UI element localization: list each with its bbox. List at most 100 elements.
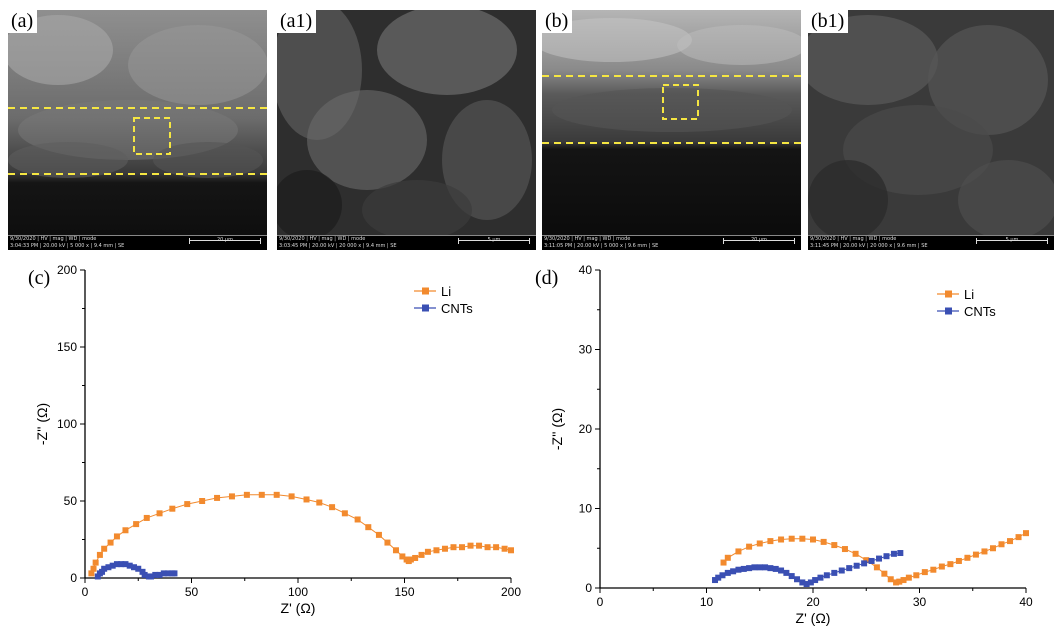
- data-point-cnts: [113, 561, 120, 568]
- y-tick-label: 100: [57, 417, 77, 431]
- data-point-li: [441, 545, 448, 552]
- panel-label: (a1): [277, 10, 317, 33]
- scale-label: 5 μm: [487, 237, 501, 243]
- data-point-cnts: [897, 550, 904, 557]
- y-tick-label: 150: [57, 340, 77, 354]
- sem-panel-b: (b) 9/30/2020 | HV | mag | WD | mode 3:1…: [542, 10, 801, 250]
- panel-label: (a): [8, 10, 38, 33]
- data-point-cnts: [838, 567, 845, 574]
- sem-databar: 9/30/2020 | HV | mag | WD | mode 3:04:33…: [8, 235, 267, 250]
- chart-d-svg: (d) 0 10 20 30 40 0 10 20 30 40 Z' (Ω) -Z'' (Ω) Li CNT…: [535, 263, 1033, 626]
- data-point-li: [905, 574, 912, 581]
- data-point-li: [863, 557, 870, 564]
- x-tick-label: 100: [288, 585, 308, 599]
- sem-panel-a1: (a1) 9/30/2020 | HV | mag | WD | mode 3:…: [277, 10, 536, 250]
- y-tick-label: 0: [585, 581, 592, 595]
- data-point-li: [893, 579, 900, 586]
- data-point-cnts: [807, 579, 814, 586]
- data-point-li: [450, 544, 457, 551]
- scale-bar: 5 μm: [458, 237, 530, 244]
- y-tick-label: 30: [579, 343, 593, 357]
- data-point-cnts: [122, 561, 129, 568]
- data-point-cnts: [788, 573, 795, 580]
- scale-bar: 20 μm: [189, 237, 261, 244]
- sem-image-a1: [277, 10, 536, 250]
- legend-label: Li: [964, 287, 974, 302]
- panel-label: (b): [542, 10, 573, 33]
- data-point-li: [92, 559, 99, 566]
- databar-line1: 9/30/2020 | HV | mag | WD | mode: [279, 236, 366, 242]
- databar-line1: 9/30/2020 | HV | mag | WD | mode: [10, 236, 97, 242]
- data-point-cnts: [803, 581, 810, 588]
- data-point-cnts: [783, 569, 790, 576]
- data-point-li: [433, 547, 440, 554]
- databar-line2: 3:11:05 PM | 20.00 kV | 5 000 x | 9.6 mm…: [544, 243, 659, 249]
- data-point-li: [955, 557, 962, 564]
- data-point-li: [998, 541, 1005, 548]
- data-point-cnts: [812, 577, 819, 584]
- data-point-cnts: [160, 570, 167, 577]
- databar-line1: 9/30/2020 | HV | mag | WD | mode: [810, 236, 897, 242]
- data-point-li: [947, 561, 954, 568]
- data-point-cnts: [794, 576, 801, 583]
- zoom-box: [133, 117, 171, 155]
- data-point-li: [418, 551, 425, 558]
- data-point-cnts: [135, 565, 142, 572]
- data-point-li: [788, 535, 795, 542]
- data-point-li: [143, 514, 150, 521]
- data-point-li: [841, 546, 848, 553]
- data-point-li: [989, 545, 996, 552]
- x-tick-label: 150: [394, 585, 414, 599]
- data-point-li: [921, 569, 928, 576]
- data-point-li: [1023, 530, 1029, 537]
- data-point-cnts: [853, 562, 860, 569]
- data-point-li: [169, 505, 176, 512]
- data-point-li: [133, 521, 140, 528]
- panel-label: (b1): [808, 10, 849, 33]
- data-point-li: [493, 544, 500, 551]
- data-point-cnts: [126, 562, 133, 569]
- impedance-chart-d: (d) 0 10 20 30 40 0 10 20 30 40 Z' (Ω) -Z'' (Ω) Li CNT…: [527, 258, 1054, 631]
- x-tick-label: 10: [700, 595, 714, 609]
- y-axis-label: -Z'' (Ω): [549, 408, 565, 450]
- legend-marker: [422, 287, 429, 295]
- data-point-cnts: [715, 574, 722, 581]
- series-line-li: [90, 494, 512, 574]
- data-point-li: [384, 539, 391, 546]
- data-point-li: [767, 538, 774, 545]
- x-tick-label: 200: [501, 585, 521, 599]
- data-point-li: [412, 554, 419, 561]
- data-point-li: [101, 545, 108, 552]
- data-point-li: [746, 543, 753, 550]
- data-point-li: [107, 539, 114, 546]
- impedance-chart-c: (c) 0 50 100 150 200 0 50 100 150 200 Z' (Ω) -Z'' (Ω…: [0, 258, 527, 631]
- data-point-cnts: [799, 579, 806, 586]
- y-tick-label: 40: [579, 263, 593, 277]
- data-point-cnts: [831, 569, 838, 576]
- data-point-li: [501, 545, 508, 552]
- data-point-cnts: [756, 564, 763, 571]
- data-point-li: [972, 551, 979, 558]
- data-point-li: [964, 554, 971, 561]
- data-point-li: [852, 550, 859, 557]
- data-point-li: [735, 548, 742, 555]
- x-tick-label: 0: [82, 585, 89, 599]
- data-point-cnts: [171, 570, 178, 577]
- data-point-li: [122, 527, 129, 534]
- data-point-li: [930, 566, 937, 573]
- data-point-cnts: [735, 566, 742, 573]
- data-point-li: [243, 491, 250, 498]
- data-point-cnts: [876, 555, 883, 562]
- data-point-li: [156, 510, 163, 517]
- y-tick-label: 10: [579, 502, 593, 516]
- data-point-li: [113, 533, 120, 540]
- data-point-cnts: [823, 572, 830, 579]
- sem-image-a: [8, 10, 267, 250]
- data-point-cnts: [118, 561, 125, 568]
- data-point-li: [896, 578, 903, 585]
- x-tick-label: 0: [597, 595, 604, 609]
- data-point-cnts: [101, 565, 108, 572]
- data-point-li: [724, 554, 731, 561]
- legend-marker: [945, 307, 952, 315]
- data-point-cnts: [94, 573, 101, 580]
